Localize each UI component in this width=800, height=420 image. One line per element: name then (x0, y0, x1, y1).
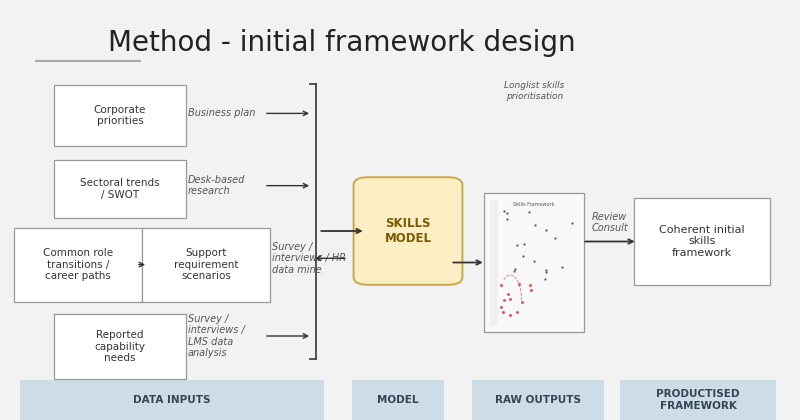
FancyBboxPatch shape (20, 380, 324, 420)
Text: Longlist skills
prioritisation: Longlist skills prioritisation (504, 81, 565, 101)
FancyBboxPatch shape (14, 228, 142, 302)
Text: Business plan: Business plan (188, 108, 255, 118)
FancyBboxPatch shape (352, 380, 444, 420)
Text: Support
requirement
scenarios: Support requirement scenarios (174, 248, 238, 281)
Text: Common role
transitions /
career paths: Common role transitions / career paths (43, 248, 113, 281)
FancyBboxPatch shape (142, 228, 270, 302)
Text: DATA INPUTS: DATA INPUTS (134, 395, 210, 405)
Text: PRODUCTISED
FRAMEWORK: PRODUCTISED FRAMEWORK (656, 389, 740, 411)
Text: Corporate
priorities: Corporate priorities (94, 105, 146, 126)
FancyBboxPatch shape (54, 85, 186, 146)
FancyBboxPatch shape (634, 198, 770, 285)
FancyBboxPatch shape (54, 160, 186, 218)
Text: Desk-based
research: Desk-based research (188, 175, 246, 197)
Text: SKILLS
MODEL: SKILLS MODEL (385, 217, 431, 245)
Text: Coherent initial
skills
framework: Coherent initial skills framework (659, 225, 745, 258)
FancyBboxPatch shape (490, 200, 498, 326)
FancyBboxPatch shape (472, 380, 604, 420)
Text: Reported
capability
needs: Reported capability needs (94, 330, 146, 363)
Text: Review
Consult: Review Consult (592, 212, 629, 234)
Text: Survey /
interviews / HR
data mine: Survey / interviews / HR data mine (272, 241, 346, 275)
FancyBboxPatch shape (354, 177, 462, 285)
Text: RAW OUTPUTS: RAW OUTPUTS (495, 395, 581, 405)
Text: MODEL: MODEL (378, 395, 418, 405)
Text: Method - initial framework design: Method - initial framework design (108, 29, 576, 58)
Text: Skills Framework: Skills Framework (514, 202, 554, 207)
FancyBboxPatch shape (484, 193, 584, 332)
FancyBboxPatch shape (620, 380, 776, 420)
FancyBboxPatch shape (54, 314, 186, 379)
Text: Sectoral trends
/ SWOT: Sectoral trends / SWOT (80, 178, 160, 200)
Text: Survey /
interviews /
LMS data
analysis: Survey / interviews / LMS data analysis (188, 314, 245, 358)
